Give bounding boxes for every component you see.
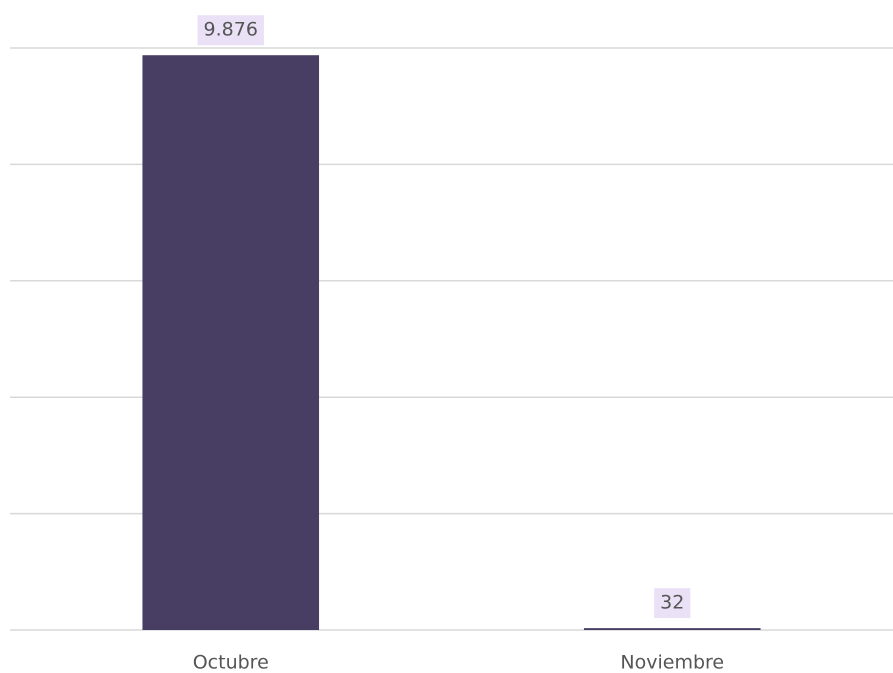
bar xyxy=(142,55,320,631)
value-label-box xyxy=(197,15,264,46)
value-label: 9.876 xyxy=(204,19,258,41)
value-label: 32 xyxy=(660,592,684,614)
x-tick-label: Noviembre xyxy=(620,652,724,673)
value-label-box xyxy=(654,588,691,619)
bar xyxy=(583,628,761,630)
x-tick-label: Octubre xyxy=(193,652,269,673)
